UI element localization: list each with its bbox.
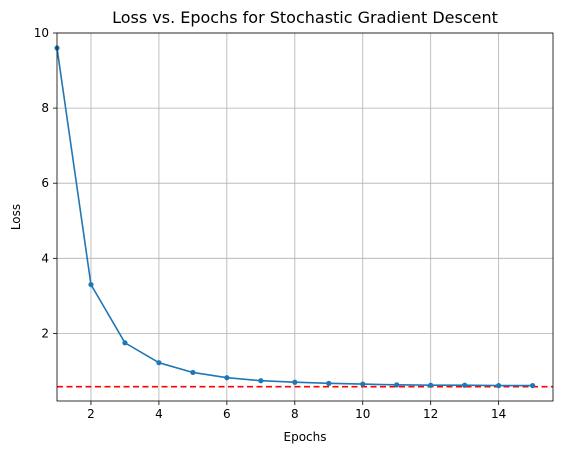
loss-point xyxy=(122,340,128,346)
loss-point xyxy=(530,383,536,389)
loss-point xyxy=(190,369,196,376)
loss-point xyxy=(258,378,264,384)
x-tick-label: 12 xyxy=(423,407,438,421)
loss-point xyxy=(326,380,332,386)
x-axis-label: Epochs xyxy=(284,430,327,444)
x-tick-label: 6 xyxy=(223,407,231,421)
loss-point xyxy=(496,383,502,389)
y-tick-label: 10 xyxy=(34,26,49,40)
x-tick-label: 10 xyxy=(355,407,370,421)
y-ticks: 2 4 6 8 10 xyxy=(34,26,57,340)
y-tick-label: 6 xyxy=(41,176,49,190)
x-tick-label: 2 xyxy=(87,407,95,421)
series-group xyxy=(54,45,536,389)
loss-point xyxy=(88,281,94,288)
plot-frame xyxy=(56,32,554,402)
y-tick-label: 4 xyxy=(41,251,49,265)
loss-point xyxy=(292,379,298,385)
chart-title: Loss vs. Epochs for Stochastic Gradient … xyxy=(112,8,498,27)
x-tick-label: 4 xyxy=(155,407,163,421)
loss-point xyxy=(360,381,366,387)
loss-point xyxy=(156,360,162,366)
y-tick-label: 2 xyxy=(41,326,49,340)
x-tick-label: 8 xyxy=(291,407,299,421)
loss-point xyxy=(462,382,468,388)
x-tick-label: 14 xyxy=(491,407,506,421)
loss-point xyxy=(224,375,230,381)
x-ticks: 2 4 6 8 10 12 14 xyxy=(87,401,506,421)
loss-point xyxy=(394,382,400,388)
y-axis-label: Loss xyxy=(9,204,23,230)
y-tick-label: 8 xyxy=(41,101,49,115)
loss-point xyxy=(428,382,434,388)
